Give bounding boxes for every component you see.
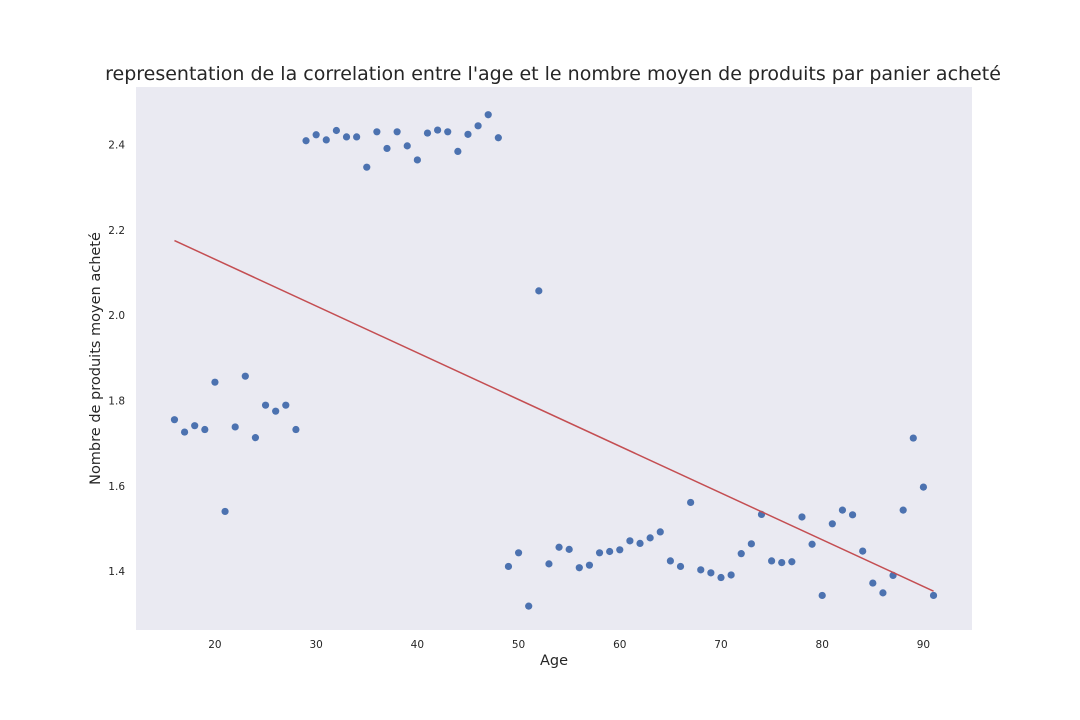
x-tick-label: 80 — [816, 639, 829, 651]
data-point — [211, 378, 219, 386]
data-point — [545, 560, 553, 568]
y-axis-label: Nombre de produits moyen acheté — [88, 232, 104, 485]
data-point — [403, 142, 411, 150]
data-point — [788, 558, 796, 566]
x-tick-label: 40 — [411, 639, 424, 651]
data-point — [737, 550, 745, 558]
data-point — [231, 423, 239, 431]
y-tick-label: 2.2 — [108, 225, 125, 237]
data-point — [909, 434, 917, 442]
data-point — [747, 540, 755, 548]
y-tick-label: 2.0 — [108, 310, 125, 322]
x-tick-label: 60 — [613, 639, 626, 651]
data-point — [666, 557, 674, 565]
data-point — [454, 147, 462, 156]
x-tick-label: 50 — [512, 639, 525, 651]
data-point — [525, 602, 533, 610]
data-point — [353, 133, 361, 141]
data-point — [555, 543, 563, 551]
y-tick-label: 1.8 — [108, 396, 125, 408]
data-point — [221, 507, 229, 516]
data-point — [818, 591, 826, 600]
y-tick-label: 1.4 — [108, 566, 125, 578]
data-point — [191, 422, 199, 430]
data-point — [332, 126, 340, 135]
data-point — [302, 137, 310, 145]
data-point — [676, 562, 685, 571]
data-point — [444, 128, 452, 136]
data-point — [626, 537, 634, 545]
data-point — [494, 134, 502, 142]
data-point — [282, 401, 290, 409]
x-tick-label: 90 — [917, 639, 930, 651]
data-point — [373, 128, 381, 136]
data-point — [636, 539, 644, 548]
data-point — [585, 561, 594, 569]
data-point — [413, 156, 421, 164]
chart-title: representation de la correlation entre l… — [105, 63, 1001, 85]
data-point — [312, 131, 320, 139]
data-point — [869, 579, 877, 587]
data-point — [919, 483, 928, 491]
data-point — [798, 513, 806, 521]
x-tick-label: 20 — [208, 639, 221, 651]
data-point — [474, 122, 482, 130]
data-point — [180, 428, 189, 436]
data-point — [272, 407, 280, 415]
data-point — [170, 416, 179, 424]
data-point — [464, 130, 472, 138]
data-point — [707, 569, 715, 577]
data-point — [595, 549, 604, 557]
data-point — [697, 566, 705, 574]
data-point — [575, 564, 583, 572]
data-point — [383, 144, 391, 153]
data-point — [687, 498, 695, 507]
data-point — [727, 571, 735, 579]
data-point — [322, 136, 330, 144]
data-point — [514, 549, 523, 557]
x-tick-label: 30 — [309, 639, 322, 651]
data-point — [848, 511, 857, 519]
data-point — [565, 545, 573, 553]
data-point — [201, 425, 209, 434]
data-point — [423, 129, 432, 137]
data-point — [646, 534, 654, 542]
data-point — [251, 434, 260, 442]
y-axis-ticks: 1.4 1.6 1.8 2.0 2.2 2.4 — [108, 140, 125, 579]
x-tick-label: 70 — [714, 639, 727, 651]
data-point — [616, 546, 624, 554]
data-point — [241, 372, 249, 380]
x-axis-label: Age — [540, 653, 568, 669]
data-point — [606, 547, 614, 556]
data-point — [434, 126, 442, 134]
data-point — [393, 128, 401, 136]
data-point — [261, 401, 270, 409]
data-point — [292, 425, 300, 434]
y-tick-label: 2.4 — [108, 140, 125, 152]
data-point — [838, 506, 847, 514]
data-point — [899, 506, 907, 514]
data-point — [929, 591, 938, 600]
data-point — [363, 163, 371, 171]
data-point — [808, 540, 816, 548]
data-point — [656, 528, 664, 536]
data-point — [717, 573, 725, 582]
y-tick-label: 1.6 — [108, 481, 125, 493]
trend-line — [174, 239, 934, 592]
data-point — [768, 557, 776, 565]
data-point — [504, 562, 513, 571]
data-point — [484, 111, 492, 119]
data-point — [879, 589, 887, 597]
plot-area — [136, 87, 972, 630]
x-axis-ticks: 20 30 40 50 60 70 80 90 — [208, 639, 930, 651]
data-point — [778, 559, 786, 567]
data-point — [828, 520, 836, 528]
data-point — [859, 547, 867, 555]
data-point — [342, 133, 351, 141]
data-point — [535, 287, 543, 295]
